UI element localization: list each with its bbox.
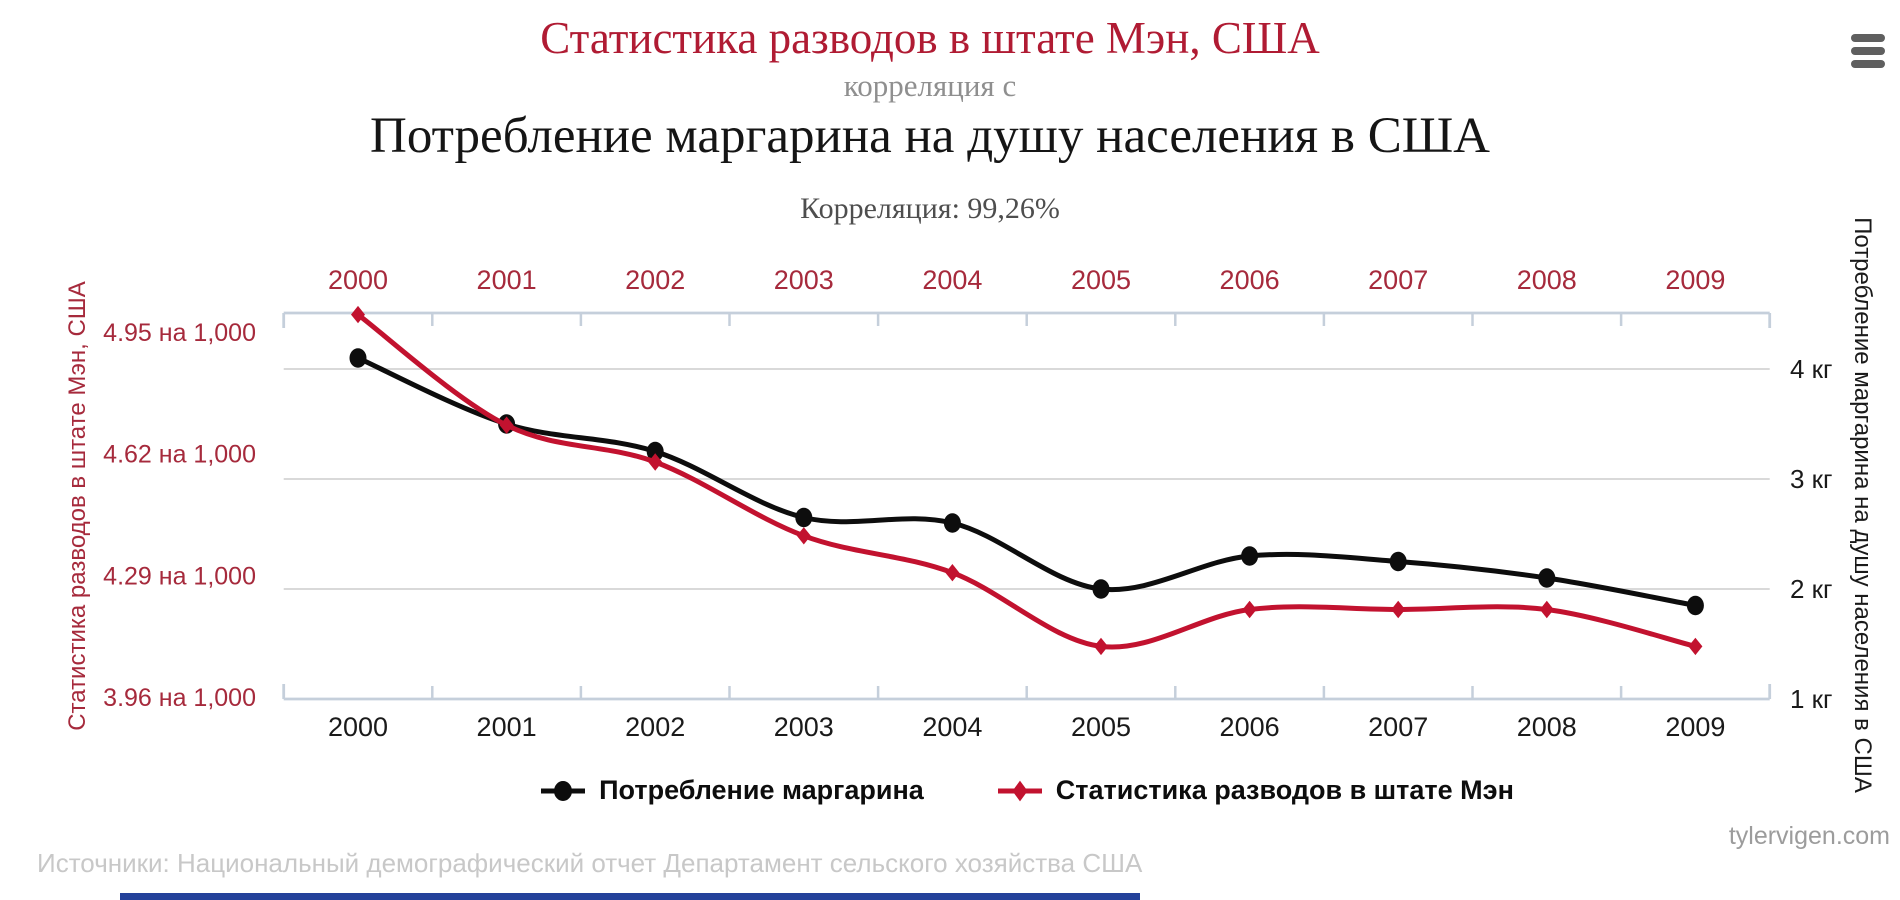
divorce-point	[648, 453, 663, 471]
margarine-point	[646, 441, 664, 462]
top-axis-year-label: 2002	[625, 265, 685, 295]
legend-marker-circle-icon	[541, 780, 586, 801]
right-axis-tick-label: 1 кг	[1790, 684, 1833, 714]
margarine-point	[1686, 595, 1704, 616]
divorce-point	[351, 305, 365, 324]
sources-text: Источники: Национальный демографический …	[37, 848, 1143, 878]
divorce-point	[1688, 637, 1703, 656]
bottom-axis-year-label: 2006	[1220, 712, 1280, 742]
top-axis-year-label: 2005	[1071, 265, 1131, 295]
hamburger-icon	[1851, 34, 1887, 68]
right-axis-tick-label: 3 кг	[1790, 464, 1833, 494]
top-axis-year-label: 2004	[922, 265, 982, 295]
page-title-margarine: Потребление маргарина на душу населения …	[369, 108, 1490, 164]
top-axis-year-label: 2001	[477, 265, 537, 295]
bottom-axis-year-label: 2004	[922, 712, 982, 742]
left-axis-tick-label: 3.96 на 1,000	[103, 684, 256, 712]
margarine-point	[943, 513, 961, 533]
divorce-point	[1094, 637, 1108, 656]
left-axis-tick-label: 4.62 на 1,000	[103, 441, 256, 469]
bottom-axis-year-label: 2009	[1665, 712, 1725, 742]
bottom-axis-year-label: 2008	[1517, 712, 1577, 742]
legend-label-divorce: Статистика разводов в штате Мэн	[1055, 775, 1514, 805]
page-title-divorce: Статистика разводов в штате Мэн, США	[540, 13, 1320, 63]
divorce-point	[1242, 600, 1257, 619]
margarine-point	[1389, 551, 1407, 572]
bottom-axis-year-label: 2003	[774, 712, 834, 742]
top-axis-year-label: 2008	[1517, 265, 1577, 295]
top-axis-year-label: 2009	[1665, 265, 1725, 295]
divorce-line	[355, 312, 1698, 650]
legend-marker-diamond-icon	[997, 780, 1042, 801]
right-axis-tick-label: 4 кг	[1790, 354, 1833, 384]
divorce-point	[796, 527, 811, 545]
top-axis-year-label: 2007	[1368, 265, 1428, 295]
bottom-axis-year-label: 2005	[1071, 712, 1131, 742]
site-credit-link[interactable]: tylervigen.com	[1728, 822, 1890, 850]
margarine-point	[1241, 546, 1259, 566]
legend-label-margarine: Потребление маргарина	[599, 775, 924, 805]
margarine-point	[349, 348, 367, 368]
legend-item-margarine: Потребление маргарина	[539, 775, 924, 806]
divorce-point	[945, 564, 960, 582]
bottom-axis-year-label: 2000	[328, 712, 388, 742]
bottom-axis-year-label: 2007	[1368, 712, 1428, 742]
top-axis-year-label: 2003	[774, 265, 834, 295]
chart-legend: Потребление маргарина Статистика разводо…	[283, 775, 1770, 806]
divorce-point	[1391, 600, 1406, 619]
menu-button[interactable]	[1851, 34, 1887, 70]
margarine-point	[795, 507, 813, 528]
divorce-point	[1539, 600, 1554, 619]
correlation-value-text: Корреляция: 99,26%	[800, 192, 1060, 225]
bottom-axis-year-label: 2001	[477, 712, 537, 742]
margarine-point	[1538, 568, 1556, 588]
left-axis-tick-label: 4.95 на 1,000	[103, 319, 256, 347]
divorce-point	[499, 416, 514, 434]
left-axis-tick-label: 4.29 на 1,000	[103, 562, 256, 590]
margarine-line	[355, 355, 1698, 608]
right-axis-tick-label: 2 кг	[1790, 574, 1833, 604]
correlation-connector-text: корреляция с	[843, 68, 1017, 103]
bottom-axis-year-label: 2002	[625, 712, 685, 742]
legend-item-divorce: Статистика разводов в штате Мэн	[996, 775, 1514, 806]
top-axis-year-label: 2000	[328, 265, 388, 295]
top-axis-year-label: 2006	[1220, 265, 1280, 295]
margarine-point	[1092, 579, 1110, 599]
bottom-bar	[120, 893, 1140, 900]
